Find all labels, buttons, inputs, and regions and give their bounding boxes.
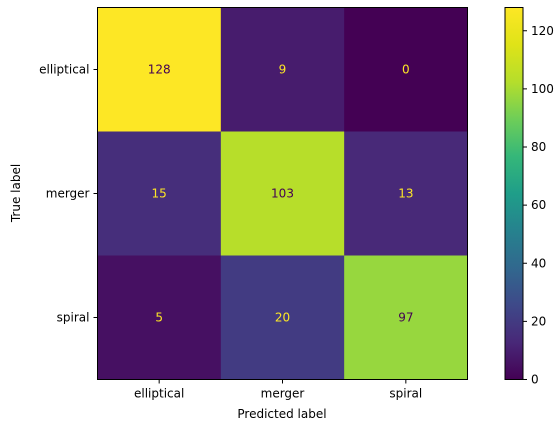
heatmap-cell bbox=[220, 131, 345, 256]
colorbar-tick-label: 20 bbox=[531, 314, 546, 328]
cell-value: 0 bbox=[402, 63, 410, 77]
cell-value: 97 bbox=[398, 311, 413, 325]
cell-value: 9 bbox=[279, 63, 287, 77]
x-tick-label: merger bbox=[261, 387, 305, 401]
cell-value: 20 bbox=[275, 311, 290, 325]
colorbar-ticks: 0 20 40 60 80 100 120 bbox=[523, 24, 554, 387]
y-axis-ticks: elliptical merger spiral bbox=[39, 63, 98, 325]
heatmap-cell bbox=[97, 255, 222, 380]
heatmap-cell bbox=[97, 7, 222, 132]
heatmap-cell bbox=[220, 7, 345, 132]
y-tick-label: elliptical bbox=[39, 63, 89, 77]
heatmap-cell bbox=[97, 131, 222, 256]
heatmap-cells bbox=[97, 7, 468, 380]
heatmap-cell bbox=[344, 131, 468, 256]
heatmap-cell bbox=[344, 7, 468, 132]
heatmap-cell bbox=[344, 255, 468, 380]
x-axis-ticks: elliptical merger spiral bbox=[134, 379, 422, 401]
colorbar-tick-label: 0 bbox=[531, 373, 539, 387]
cell-value: 15 bbox=[152, 187, 167, 201]
colorbar-tick-label: 100 bbox=[531, 82, 554, 96]
colorbar-tick-label: 40 bbox=[531, 256, 546, 270]
y-tick-label: spiral bbox=[57, 311, 90, 325]
heatmap-cell bbox=[220, 255, 345, 380]
colorbar-tick-label: 80 bbox=[531, 140, 546, 154]
cell-value: 13 bbox=[398, 187, 413, 201]
colorbar bbox=[504, 7, 524, 380]
cell-value: 128 bbox=[148, 63, 171, 77]
y-axis-label: True label bbox=[9, 164, 23, 223]
colorbar-tick-label: 60 bbox=[531, 198, 546, 212]
cell-value: 5 bbox=[155, 311, 163, 325]
x-axis-label: Predicted label bbox=[237, 407, 326, 421]
x-tick-label: spiral bbox=[389, 387, 422, 401]
cell-value: 103 bbox=[271, 187, 294, 201]
colorbar-tick-label: 120 bbox=[531, 24, 554, 38]
cell-value-labels: 128 9 0 15 103 13 5 20 97 bbox=[148, 63, 414, 325]
y-tick-label: merger bbox=[46, 187, 90, 201]
x-tick-label: elliptical bbox=[134, 387, 184, 401]
